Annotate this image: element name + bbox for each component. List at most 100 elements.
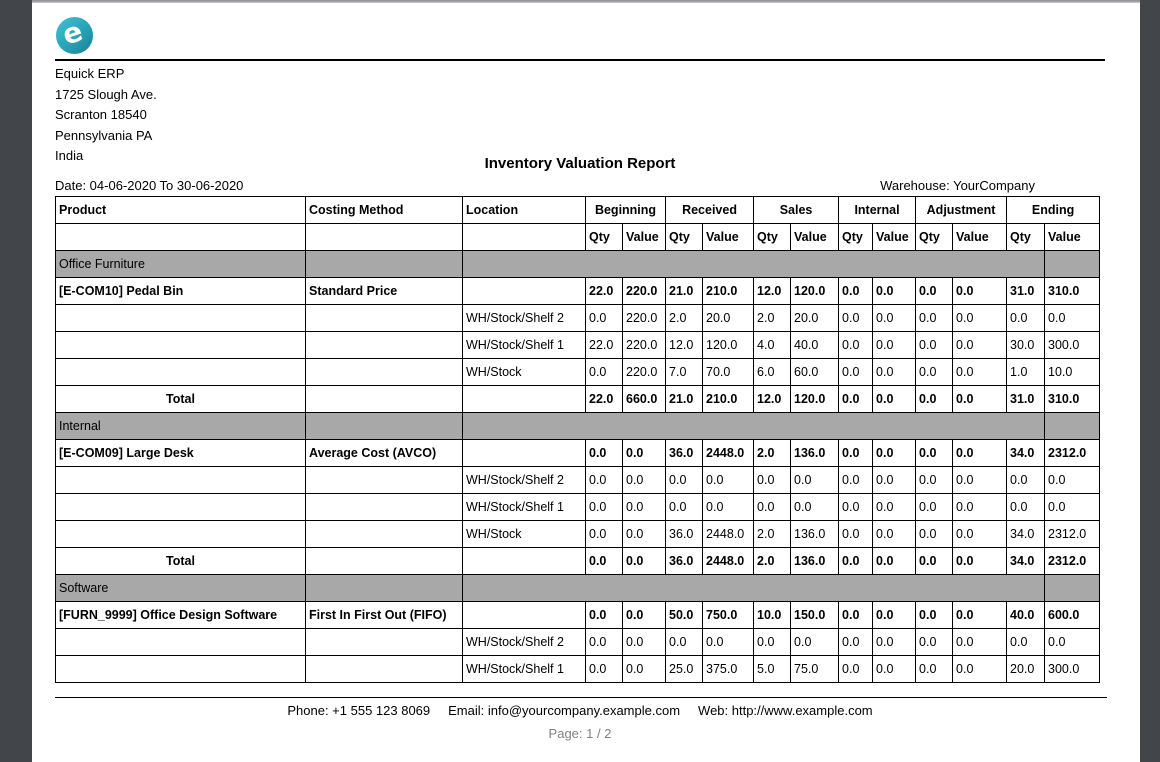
- value-cell: 0.0: [872, 600, 917, 629]
- costing-method-cell: [305, 492, 463, 521]
- qty-cell: 34.0: [1006, 438, 1046, 467]
- footer-web: Web: http://www.example.com: [698, 702, 873, 718]
- qty-cell: 0.0: [585, 465, 623, 494]
- section-empty-cell: [305, 411, 463, 440]
- qty-cell: 12.0: [753, 384, 792, 413]
- value-cell: 0.0: [952, 357, 1008, 386]
- value-cell: 0.0: [621, 600, 667, 629]
- qty-cell: 0.0: [665, 465, 704, 494]
- qty-cell: 0.0: [915, 627, 954, 656]
- subheader-qty: Qty: [665, 222, 704, 251]
- subheader-value: Value: [1044, 222, 1101, 251]
- value-cell: 0.0: [952, 303, 1008, 332]
- value-cell: 210.0: [702, 384, 755, 413]
- value-cell: 2448.0: [702, 438, 755, 467]
- subheader-qty: Qty: [1006, 222, 1046, 251]
- value-cell: 70.0: [702, 357, 755, 386]
- table-subheader-row: Qty Value Qty Value Qty Value Qty Value …: [55, 222, 1101, 251]
- value-cell: 136.0: [790, 546, 840, 575]
- location-cell: [462, 384, 586, 413]
- value-cell: 0.0: [872, 438, 917, 467]
- value-cell: 150.0: [790, 600, 840, 629]
- qty-cell: 0.0: [838, 357, 874, 386]
- date-range: Date: 04-06-2020 To 30-06-2020: [55, 177, 244, 193]
- costing-method-cell: [305, 465, 463, 494]
- value-cell: 0.0: [872, 627, 917, 656]
- section-empty-cell: [1044, 573, 1101, 602]
- value-cell: 0.0: [872, 465, 917, 494]
- value-cell: 310.0: [1044, 276, 1101, 305]
- location-cell: [462, 600, 586, 629]
- product-cell: [55, 519, 306, 548]
- footer-contact-line: Phone: +1 555 123 8069 Email: info@yourco…: [55, 703, 1105, 718]
- value-cell: 120.0: [790, 276, 840, 305]
- qty-cell: 21.0: [665, 384, 704, 413]
- qty-cell: 30.0: [1006, 330, 1046, 359]
- group-header-ending: Ending: [1006, 195, 1101, 224]
- value-cell: 0.0: [872, 384, 917, 413]
- logo-letter: e: [58, 13, 87, 52]
- total-row: Total 0.0 0.0 36.0 2448.0 2.0 136.0 0.0 0.0 0.0 0.…: [55, 546, 1101, 575]
- subheader-value: Value: [702, 222, 755, 251]
- footer-phone: Phone: +1 555 123 8069: [287, 702, 431, 718]
- column-header-location: Location: [462, 195, 586, 224]
- product-row: [E-COM10] Pedal Bin Standard Price 22.0 220…: [55, 276, 1101, 305]
- value-cell: 0.0: [621, 546, 667, 575]
- viewer-left-margin: [0, 0, 32, 757]
- company-address-line: Scranton 18540: [55, 107, 147, 122]
- location-cell: [462, 438, 586, 467]
- value-cell: 0.0: [952, 330, 1008, 359]
- qty-cell: 12.0: [753, 276, 792, 305]
- qty-cell: 0.0: [838, 276, 874, 305]
- subheader-qty: Qty: [585, 222, 623, 251]
- qty-cell: 0.0: [915, 303, 954, 332]
- value-cell: 136.0: [790, 438, 840, 467]
- subheader-qty: Qty: [838, 222, 874, 251]
- qty-cell: 0.0: [1006, 303, 1046, 332]
- qty-cell: 0.0: [665, 492, 704, 521]
- qty-cell: 2.0: [753, 546, 792, 575]
- value-cell: 136.0: [790, 519, 840, 548]
- value-cell: 300.0: [1044, 330, 1101, 359]
- value-cell: 75.0: [790, 654, 840, 683]
- costing-method-cell: First In First Out (FIFO): [305, 600, 463, 629]
- qty-cell: 10.0: [753, 600, 792, 629]
- costing-method-cell: [305, 384, 463, 413]
- qty-cell: 0.0: [915, 330, 954, 359]
- value-cell: 0.0: [952, 654, 1008, 683]
- qty-cell: 0.0: [838, 492, 874, 521]
- value-cell: 0.0: [621, 492, 667, 521]
- qty-cell: 0.0: [753, 492, 792, 521]
- footer-email: Email: info@yourcompany.example.com: [448, 702, 681, 718]
- company-address-line: Pennsylvania PA: [55, 127, 153, 143]
- value-cell: 0.0: [872, 546, 917, 575]
- group-header-beginning: Beginning: [584, 195, 667, 224]
- qty-cell: 0.0: [915, 654, 954, 683]
- qty-cell: 0.0: [585, 357, 623, 386]
- qty-cell: 0.0: [838, 627, 874, 656]
- value-cell: 40.0: [790, 330, 840, 359]
- location-cell: WH/Stock/Shelf 2: [462, 627, 586, 656]
- company-name: Equick ERP: [55, 66, 125, 81]
- subheader-qty: Qty: [753, 222, 792, 251]
- qty-cell: 21.0: [665, 276, 704, 305]
- product-cell: [FURN_9999] Office Design Software: [55, 600, 306, 629]
- qty-cell: 0.0: [838, 330, 874, 359]
- value-cell: 0.0: [952, 519, 1008, 548]
- value-cell: 0.0: [1044, 492, 1101, 521]
- location-cell: WH/Stock: [462, 519, 586, 548]
- company-address-block: Equick ERP 1725 Slough Ave. Scranton 185…: [55, 64, 1105, 167]
- qty-cell: 22.0: [585, 330, 623, 359]
- section-empty-cell: [461, 573, 1046, 602]
- report-title: Inventory Valuation Report: [484, 154, 676, 172]
- subheader-value: Value: [872, 222, 917, 251]
- location-cell: [462, 276, 586, 305]
- costing-method-cell: [305, 546, 463, 575]
- qty-cell: 0.0: [915, 465, 954, 494]
- location-cell: [462, 546, 586, 575]
- qty-cell: 22.0: [585, 384, 623, 413]
- section-row: Internal: [55, 411, 1101, 440]
- qty-cell: 0.0: [915, 276, 954, 305]
- value-cell: 0.0: [702, 627, 755, 656]
- page-indicator: Page: 1 / 2: [548, 725, 612, 741]
